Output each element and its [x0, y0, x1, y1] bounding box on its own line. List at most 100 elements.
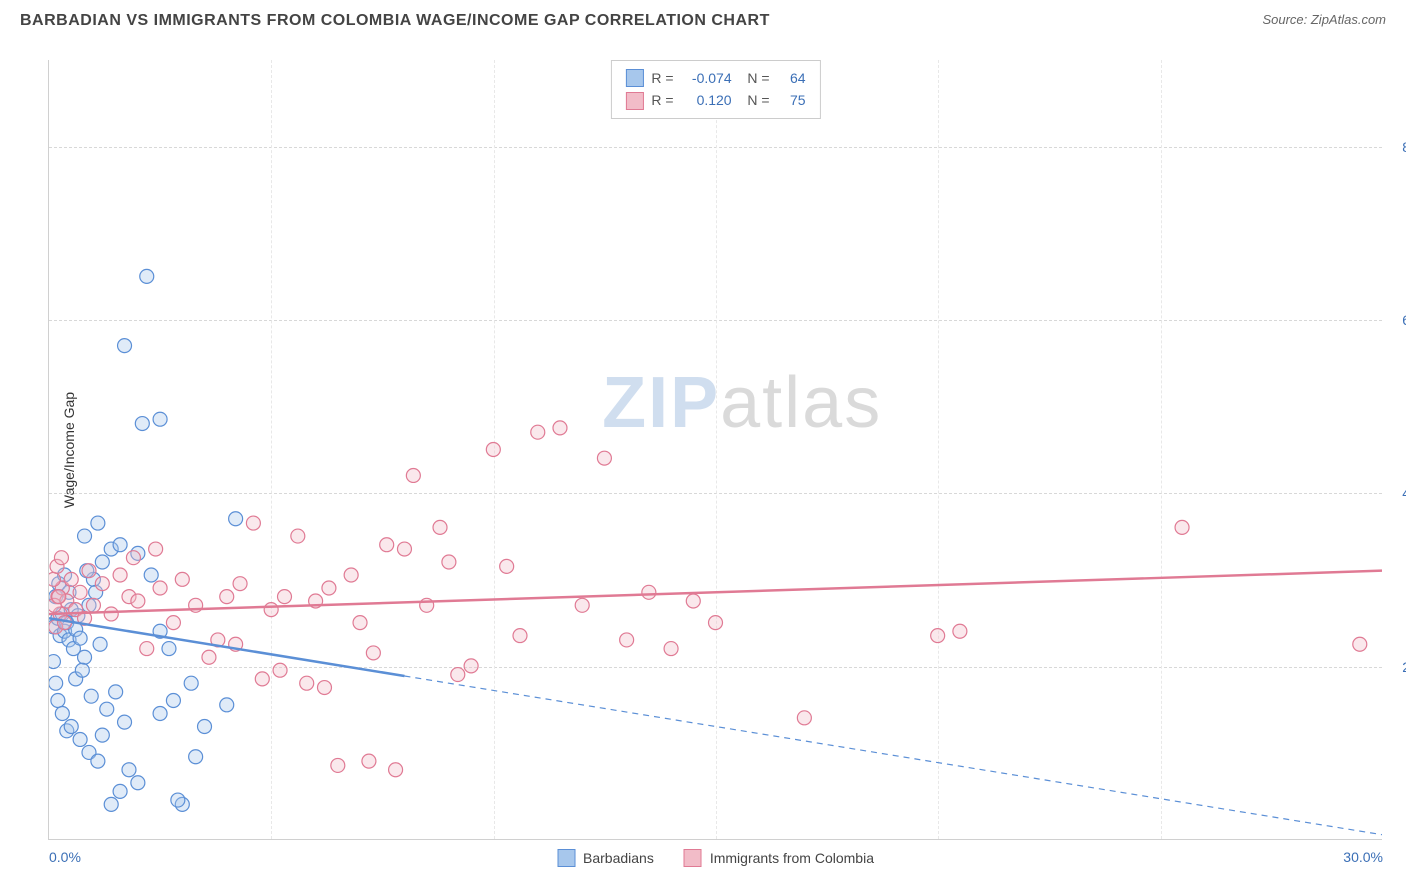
legend-bottom-swatch-1 [684, 849, 702, 867]
legend-bottom-item-0: Barbadians [557, 849, 654, 867]
data-point [406, 468, 420, 482]
data-point [149, 542, 163, 556]
legend-bottom-item-1: Immigrants from Colombia [684, 849, 874, 867]
data-point [73, 585, 87, 599]
legend-row-series-0: R = -0.074 N = 64 [625, 67, 805, 89]
data-point [131, 594, 145, 608]
legend-row-series-1: R = 0.120 N = 75 [625, 89, 805, 111]
legend-bottom-label-0: Barbadians [583, 850, 654, 866]
data-point [362, 754, 376, 768]
data-point [486, 443, 500, 457]
data-point [118, 715, 132, 729]
data-point [451, 668, 465, 682]
data-point [389, 763, 403, 777]
data-point [104, 607, 118, 621]
data-point [113, 784, 127, 798]
data-point [49, 572, 60, 586]
data-point [1353, 637, 1367, 651]
data-point [171, 793, 185, 807]
data-point [166, 616, 180, 630]
data-point [51, 694, 65, 708]
r-value-series-1: 0.120 [682, 89, 732, 111]
data-point [73, 732, 87, 746]
data-point [113, 538, 127, 552]
r-value-series-0: -0.074 [682, 67, 732, 89]
data-point [797, 711, 811, 725]
r-label: R = [651, 89, 673, 111]
data-point [442, 555, 456, 569]
data-point [93, 637, 107, 651]
data-point [95, 555, 109, 569]
data-point [91, 516, 105, 530]
data-point [220, 590, 234, 604]
data-point [104, 797, 118, 811]
data-point [500, 559, 514, 573]
data-point [278, 590, 292, 604]
data-point [86, 598, 100, 612]
data-point [153, 412, 167, 426]
data-point [300, 676, 314, 690]
legend-correlation-box: R = -0.074 N = 64 R = 0.120 N = 75 [610, 60, 820, 119]
data-point [189, 750, 203, 764]
data-point [220, 698, 234, 712]
data-point [513, 629, 527, 643]
y-tick-label: 80.0% [1387, 139, 1406, 155]
legend-bottom-swatch-0 [557, 849, 575, 867]
data-point [162, 642, 176, 656]
trend-line [49, 571, 1382, 614]
data-point [184, 676, 198, 690]
y-tick-label: 60.0% [1387, 312, 1406, 328]
data-point [553, 421, 567, 435]
data-point [380, 538, 394, 552]
data-point [575, 598, 589, 612]
data-point [229, 512, 243, 526]
data-point [664, 642, 678, 656]
data-point [153, 581, 167, 595]
n-label: N = [740, 89, 770, 111]
n-value-series-0: 64 [778, 67, 806, 89]
data-point [84, 689, 98, 703]
data-point [264, 603, 278, 617]
data-point [953, 624, 967, 638]
data-point [202, 650, 216, 664]
data-point [317, 681, 331, 695]
data-point [100, 702, 114, 716]
data-point [109, 685, 123, 699]
data-point [95, 728, 109, 742]
legend-swatch-series-1 [625, 92, 643, 110]
data-point [153, 707, 167, 721]
data-point [322, 581, 336, 595]
data-point [198, 719, 212, 733]
data-point [131, 776, 145, 790]
chart-source: Source: ZipAtlas.com [1262, 12, 1386, 27]
legend-bottom-label-1: Immigrants from Colombia [710, 850, 874, 866]
data-point [397, 542, 411, 556]
data-point [140, 269, 154, 283]
data-point [464, 659, 478, 673]
data-point [331, 758, 345, 772]
data-point [75, 663, 89, 677]
data-point [175, 572, 189, 586]
data-point [642, 585, 656, 599]
data-point [49, 676, 63, 690]
data-point [54, 551, 68, 565]
data-point [118, 339, 132, 353]
data-point [73, 631, 87, 645]
data-point [531, 425, 545, 439]
data-point [64, 572, 78, 586]
y-tick-label: 20.0% [1387, 659, 1406, 675]
data-point [273, 663, 287, 677]
data-point [55, 707, 69, 721]
data-point [353, 616, 367, 630]
data-point [1175, 520, 1189, 534]
data-point [931, 629, 945, 643]
chart-header: BARBADIAN VS IMMIGRANTS FROM COLOMBIA WA… [0, 0, 1406, 38]
data-point [52, 590, 66, 604]
data-point [140, 642, 154, 656]
data-point [255, 672, 269, 686]
data-point [144, 568, 158, 582]
r-label: R = [651, 67, 673, 89]
data-point [91, 754, 105, 768]
n-label: N = [740, 67, 770, 89]
data-point [233, 577, 247, 591]
